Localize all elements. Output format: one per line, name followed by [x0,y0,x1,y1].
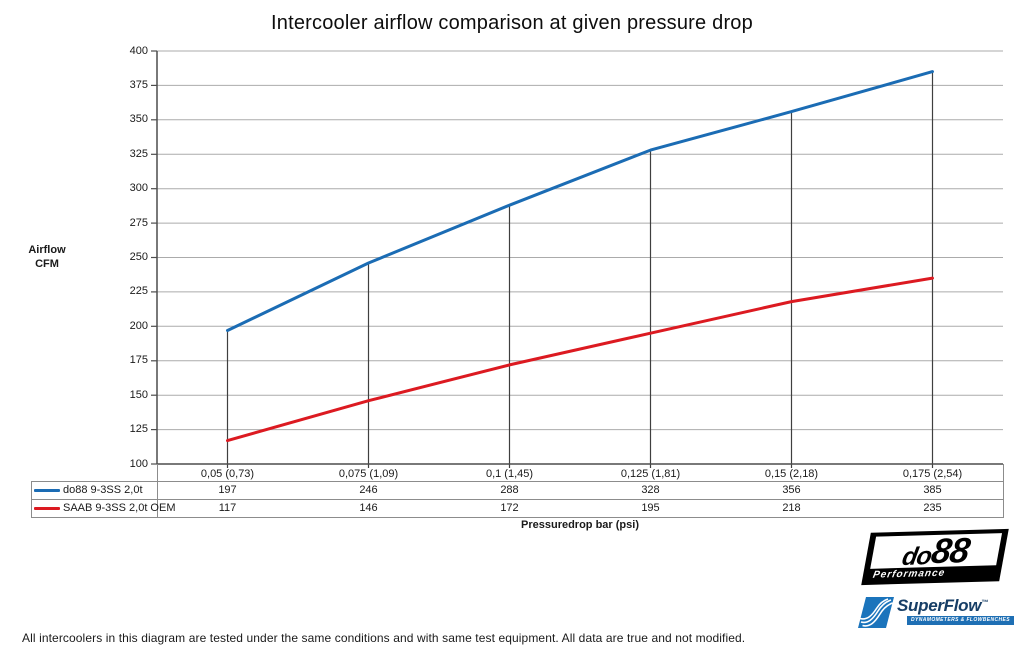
do88-logo-text: do 88 [899,533,973,569]
table-value: 218 [782,502,801,514]
table-value: 146 [359,502,378,514]
table-border [31,499,1004,500]
y-tick-label: 325 [129,147,148,160]
y-tick-label: 275 [129,216,148,229]
table-value: 235 [923,502,942,514]
table-value: 246 [359,484,378,496]
y-tick-label: 375 [129,78,148,91]
do88-logo-panel: do 88 [870,533,1003,569]
table-border [157,464,158,517]
table-border [31,481,1004,482]
table-value: 197 [218,484,237,496]
y-tick-label: 250 [129,251,148,263]
disclaimer-text: All intercoolers in this diagram are tes… [22,631,746,645]
table-value: 288 [500,484,519,496]
table-value: 385 [923,484,942,496]
legend-color-line [34,507,60,510]
trademark-symbol: ™ [981,599,988,607]
do88-logo: do 88 Performance [861,528,1009,586]
table-border [31,517,1004,518]
table-value: 172 [500,502,519,514]
legend-series-name: do88 9-3SS 2,0t [63,484,143,496]
table-value: 195 [641,502,660,514]
x-category-label: 0,125 (1,81) [620,468,681,480]
table-value: 328 [641,484,660,496]
legend-color-line [34,489,60,492]
plot-area [151,50,1003,468]
superflow-logo-textblock: SuperFlow™ DYNAMOMETERS & FLOWBENCHES [897,596,1015,625]
x-category-label: 0,1 (1,45) [485,468,534,480]
superflow-logo-text: SuperFlow™ [897,596,988,615]
x-category-label: 0,075 (1,09) [338,468,399,480]
table-border [31,481,32,517]
x-category-label: 0,05 (0,73) [200,468,255,480]
legend-series-name: SAAB 9-3SS 2,0t OEM [63,502,176,514]
x-category-label: 0,175 (2,54) [902,468,963,480]
do88-logo-subtitle: Performance [871,567,947,581]
y-tick-label: 100 [129,457,148,470]
superflow-logo-subtitle: DYNAMOMETERS & FLOWBENCHES [907,615,1015,625]
y-tick-label: 400 [129,44,148,57]
chart-title: Intercooler airflow comparison at given … [271,12,753,34]
y-axis-title: Airflow CFM [28,244,66,270]
y-tick-label: 175 [129,354,148,367]
table-value: 117 [218,502,237,514]
table-border [1003,464,1004,517]
y-tick-label: 125 [129,423,148,436]
series-line-1 [226,276,934,443]
x-axis-title: Pressuredrop bar (psi) [521,519,639,531]
table-value: 356 [782,484,801,496]
y-tick-label: 200 [129,319,148,332]
series-line-0 [226,70,934,332]
y-tick-label: 150 [129,388,148,401]
y-tick-label: 350 [129,113,148,126]
superflow-logo: SuperFlow™ DYNAMOMETERS & FLOWBENCHES [858,597,1015,631]
superflow-flow-icon [858,597,894,628]
y-tick-label: 225 [129,285,148,298]
y-tick-label: 300 [129,182,148,195]
x-category-label: 0,15 (2,18) [764,468,819,480]
